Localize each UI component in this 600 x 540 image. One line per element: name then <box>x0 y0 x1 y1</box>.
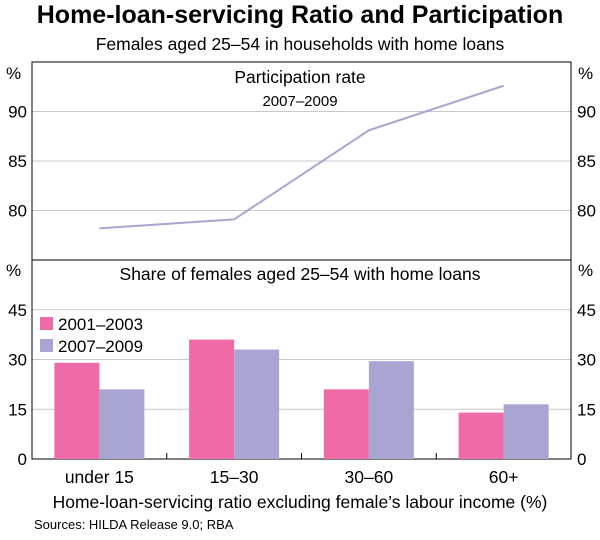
bottom-panel-title: Share of females aged 25–54 with home lo… <box>120 264 481 284</box>
bar-2001-2003 <box>458 412 504 459</box>
bar-2001-2003 <box>189 339 235 459</box>
top-panel-subtitle: 2007–2009 <box>262 93 337 110</box>
top-y-unit-right: % <box>578 64 593 83</box>
top-panel-title: Participation rate <box>234 67 365 87</box>
bottom-y-tick-label-right: 0 <box>577 450 586 469</box>
bar-2007-2009 <box>234 349 280 459</box>
top-y-tick-label-right: 85 <box>577 152 596 171</box>
bottom-y-tick-label-right: 30 <box>577 351 596 370</box>
legend-swatch-2001-2003 <box>40 317 53 330</box>
bottom-y-tick-label-right: 45 <box>577 301 596 320</box>
bottom-y-tick-label-left: 45 <box>8 301 27 320</box>
bottom-y-tick-label-left: 0 <box>18 450 27 469</box>
bar-2007-2009 <box>368 361 414 459</box>
legend-swatch-2007-2009 <box>40 339 53 352</box>
legend-label: 2007–2009 <box>58 337 143 356</box>
bar-2007-2009 <box>503 404 549 459</box>
bar-2007-2009 <box>99 389 145 459</box>
chart-title: Home-loan-servicing Ratio and Participat… <box>36 1 564 29</box>
legend-label: 2001–2003 <box>58 315 143 334</box>
source-note: Sources: HILDA Release 9.0; RBA <box>34 517 234 532</box>
top-y-tick-label-left: 90 <box>8 103 27 122</box>
top-y-tick-label-left: 80 <box>8 202 27 221</box>
bar-2001-2003 <box>54 362 100 459</box>
bottom-y-unit-left: % <box>6 261 21 280</box>
bottom-y-tick-label-right: 15 <box>577 400 596 419</box>
top-y-tick-label-right: 80 <box>577 202 596 221</box>
bottom-y-tick-label-left: 15 <box>8 400 27 419</box>
bottom-y-tick-label-left: 30 <box>8 351 27 370</box>
x-tick-label: under 15 <box>65 467 134 487</box>
bar-2001-2003 <box>323 389 369 459</box>
chart-subtitle: Females aged 25–54 in households with ho… <box>95 34 505 54</box>
x-tick-label: 60+ <box>489 467 519 487</box>
x-tick-label: 15–30 <box>210 467 259 487</box>
top-y-tick-label-right: 90 <box>577 103 596 122</box>
x-tick-label: 30–60 <box>345 467 394 487</box>
top-y-unit-left: % <box>6 64 21 83</box>
participation-rate-line <box>99 84 504 230</box>
top-y-tick-label-left: 85 <box>8 152 27 171</box>
x-axis-label: Home-loan-servicing ratio excluding fema… <box>52 492 548 512</box>
bottom-y-unit-right: % <box>578 261 593 280</box>
